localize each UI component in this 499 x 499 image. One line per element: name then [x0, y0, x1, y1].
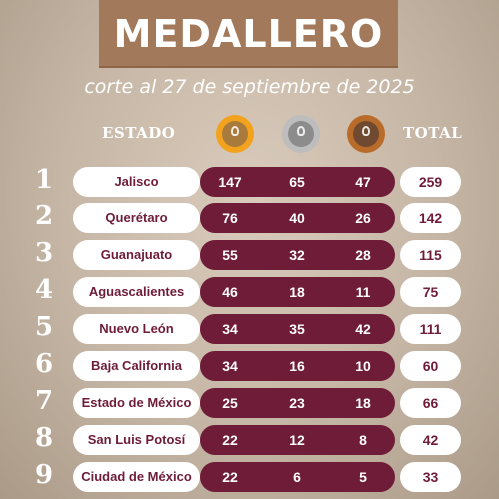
- total-count: 111: [400, 314, 461, 344]
- gold-count: 22: [222, 469, 238, 485]
- state-name: Aguascalientes: [73, 277, 200, 307]
- state-name: Ciudad de México: [73, 462, 200, 492]
- rank-number: 5: [34, 312, 54, 342]
- gold-count: 25: [222, 395, 238, 411]
- table-row: 6 Baja California 34 16 10 60: [0, 349, 499, 381]
- rank-number: 2: [34, 201, 54, 231]
- silver-count: 35: [289, 321, 305, 337]
- silver-medal-icon: [282, 115, 320, 153]
- total-count: 33: [400, 462, 461, 492]
- medal-counts: 76 40 26: [200, 203, 395, 233]
- bronze-count: 11: [355, 284, 371, 300]
- state-name: San Luis Potosí: [73, 425, 200, 455]
- bronze-count: 47: [355, 174, 371, 190]
- table-row: 1 Jalisco 147 65 47 259: [0, 165, 499, 197]
- silver-count: 40: [289, 210, 305, 226]
- bronze-count: 5: [359, 469, 367, 485]
- total-count: 142: [400, 203, 461, 233]
- medal-counts: 147 65 47: [200, 167, 395, 197]
- total-count: 66: [400, 388, 461, 418]
- rank-number: 4: [34, 275, 54, 305]
- gold-count: 55: [222, 247, 238, 263]
- bronze-count: 10: [355, 358, 371, 374]
- medal-counts: 22 12 8: [200, 425, 395, 455]
- total-count: 42: [400, 425, 461, 455]
- rank-number: 8: [34, 423, 54, 453]
- table-row: 3 Guanajuato 55 32 28 115: [0, 238, 499, 270]
- rank-number: 6: [34, 349, 54, 379]
- rank-number: 1: [34, 165, 54, 195]
- state-name: Jalisco: [73, 167, 200, 197]
- table-row: 8 San Luis Potosí 22 12 8 42: [0, 423, 499, 455]
- medal-counts: 25 23 18: [200, 388, 395, 418]
- rank-number: 3: [34, 238, 54, 268]
- medal-counts: 46 18 11: [200, 277, 395, 307]
- silver-count: 16: [289, 358, 305, 374]
- rank-number: 7: [34, 386, 54, 416]
- gold-count: 46: [222, 284, 238, 300]
- total-count: 115: [400, 240, 461, 270]
- medal-counts: 22 6 5: [200, 462, 395, 492]
- total-count: 259: [400, 167, 461, 197]
- bronze-count: 42: [355, 321, 371, 337]
- state-column-header: ESTADO: [102, 124, 176, 142]
- medal-counts: 34 16 10: [200, 351, 395, 381]
- gold-count: 76: [222, 210, 238, 226]
- state-name: Querétaro: [73, 203, 200, 233]
- silver-count: 23: [289, 395, 305, 411]
- silver-count: 6: [293, 469, 301, 485]
- total-column-header: TOTAL: [403, 124, 463, 142]
- medal-counts: 55 32 28: [200, 240, 395, 270]
- bronze-count: 18: [355, 395, 371, 411]
- gold-count: 147: [218, 174, 242, 190]
- title-banner: MEDALLERO: [99, 0, 398, 68]
- bronze-medal-icon: [347, 115, 385, 153]
- bronze-count: 8: [359, 432, 367, 448]
- table-row: 5 Nuevo León 34 35 42 111: [0, 312, 499, 344]
- gold-count: 22: [222, 432, 238, 448]
- state-name: Baja California: [73, 351, 200, 381]
- medal-counts: 34 35 42: [200, 314, 395, 344]
- bronze-count: 26: [355, 210, 371, 226]
- silver-count: 12: [289, 432, 305, 448]
- table-row: 2 Querétaro 76 40 26 142: [0, 201, 499, 233]
- gold-count: 34: [222, 358, 238, 374]
- page-subtitle: corte al 27 de septiembre de 2025: [84, 76, 415, 98]
- silver-count: 32: [289, 247, 305, 263]
- bronze-count: 28: [355, 247, 371, 263]
- table-row: 7 Estado de México 25 23 18 66: [0, 386, 499, 418]
- gold-count: 34: [222, 321, 238, 337]
- state-name: Guanajuato: [73, 240, 200, 270]
- silver-count: 65: [289, 174, 305, 190]
- state-name: Nuevo León: [73, 314, 200, 344]
- total-count: 60: [400, 351, 461, 381]
- table-row: 4 Aguascalientes 46 18 11 75: [0, 275, 499, 307]
- rank-number: 9: [34, 460, 54, 490]
- state-name: Estado de México: [73, 388, 200, 418]
- table-row: 9 Ciudad de México 22 6 5 33: [0, 460, 499, 492]
- silver-count: 18: [289, 284, 305, 300]
- total-count: 75: [400, 277, 461, 307]
- gold-medal-icon: [216, 115, 254, 153]
- page-title: MEDALLERO: [113, 12, 384, 56]
